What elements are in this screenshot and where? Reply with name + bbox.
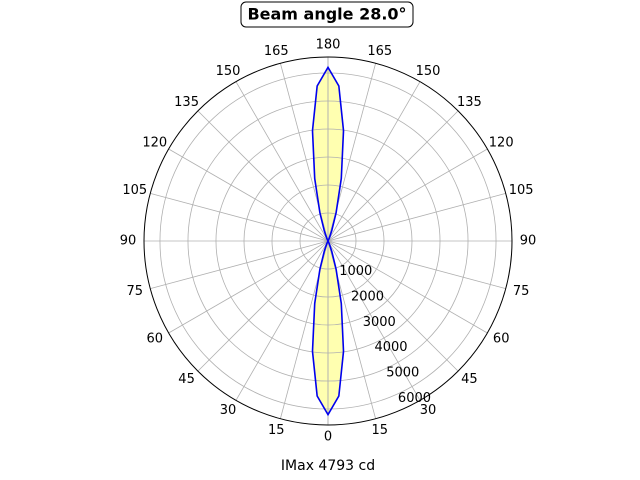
angle-grid-line: [168, 148, 329, 242]
radial-grid-line: [159, 72, 497, 410]
radial-grid-line: [243, 156, 413, 326]
radial-grid-line: [299, 212, 357, 270]
angle-tick-label: 150: [416, 64, 441, 79]
x-axis-label: IMax 4793 cd: [281, 458, 375, 474]
polar-frame: [143, 56, 513, 426]
r-tick-label: 2000: [351, 289, 384, 304]
r-tick-label: 1000: [339, 264, 372, 279]
angle-tick-label: 165: [264, 44, 289, 59]
angle-tick-label: 75: [513, 284, 530, 299]
angle-grid-line: [327, 110, 459, 242]
angle-tick-label: 60: [147, 332, 164, 347]
angle-tick-label: 75: [127, 284, 144, 299]
angle-grid-line: [168, 240, 329, 334]
lobe-line: [311, 240, 345, 417]
radial-grid-line: [271, 184, 385, 298]
angle-tick-label: 135: [457, 95, 482, 110]
angle-tick-label: 165: [367, 44, 392, 59]
angle-tick-label: 45: [178, 372, 195, 387]
angle-tick-label: 120: [489, 136, 514, 151]
angle-tick-label: 120: [142, 136, 167, 151]
radial-grid-line: [215, 128, 441, 354]
angle-grid-line: [235, 81, 329, 242]
angle-grid-line: [327, 240, 459, 372]
angle-tick-label: 150: [216, 64, 241, 79]
angle-tick-label: 15: [371, 423, 388, 438]
angle-grid-line: [327, 148, 488, 242]
angle-grid-line: [327, 240, 506, 290]
r-tick-label: 4000: [374, 340, 407, 355]
angle-tick-label: 60: [493, 332, 510, 347]
r-tick-label: 5000: [386, 366, 419, 381]
angle-tick-label: 30: [420, 403, 437, 418]
angle-grid-line: [327, 192, 506, 242]
angle-tick-label: 45: [461, 372, 478, 387]
r-tick-label: 3000: [363, 315, 396, 330]
angle-grid-line: [327, 240, 488, 334]
lobe-line: [311, 65, 345, 242]
r-tick-label: 6000: [398, 391, 431, 406]
radial-grid-line: [187, 100, 469, 382]
angle-tick-label: 30: [220, 403, 237, 418]
angle-grid-line: [150, 240, 329, 290]
angle-grid-line: [327, 81, 421, 242]
title-box: [240, 1, 414, 28]
angle-tick-label: 90: [520, 234, 537, 249]
angle-tick-label: 180: [316, 38, 341, 53]
angle-tick-label: 105: [509, 183, 534, 198]
angle-tick-label: 0: [324, 430, 332, 445]
angle-tick-label: 90: [120, 234, 137, 249]
angle-grid-line: [235, 240, 329, 401]
angle-tick-label: 105: [122, 183, 147, 198]
angle-tick-label: 15: [268, 423, 285, 438]
angle-tick-label: 135: [174, 95, 199, 110]
angle-grid-line: [197, 110, 329, 242]
chart-title: Beam angle 28.0°: [247, 5, 406, 24]
angle-grid-line: [327, 240, 421, 401]
angle-grid-line: [197, 240, 329, 372]
angle-grid-line: [150, 192, 329, 242]
